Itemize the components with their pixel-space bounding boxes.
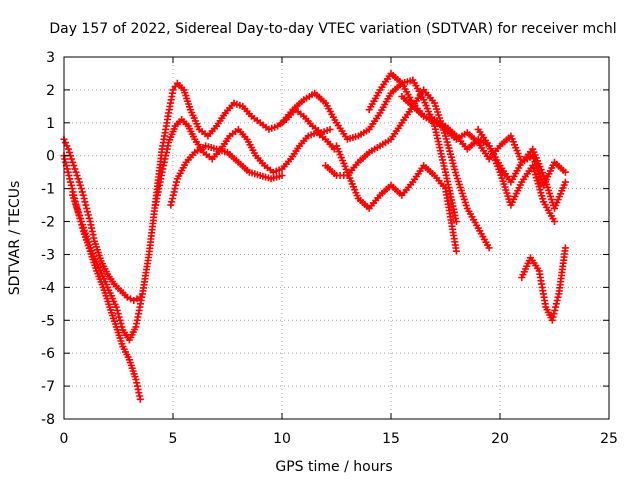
data-point — [549, 313, 557, 321]
x-axis-label: GPS time / hours — [275, 459, 392, 475]
data-point — [69, 158, 77, 166]
series-arc-3 — [69, 79, 334, 344]
y-axis-label: SDTVAR / TECUs — [7, 181, 23, 296]
data-point — [62, 158, 70, 166]
data-point — [64, 145, 72, 153]
data-point — [74, 175, 82, 183]
y-tick-label: -8 — [41, 412, 55, 428]
data-point — [561, 168, 569, 176]
series-trace-arc-4 — [154, 118, 335, 206]
data-point — [452, 247, 460, 255]
series-trace-arc-8 — [335, 145, 458, 252]
y-tick-label: -4 — [41, 280, 55, 296]
data-point — [561, 178, 569, 186]
data-point — [115, 313, 123, 321]
x-tick-label: 10 — [273, 431, 291, 447]
series-arc-11 — [474, 125, 558, 225]
data-point — [84, 211, 92, 219]
data-point — [173, 178, 180, 186]
data-point — [66, 148, 73, 156]
x-tick-labels: 0 5 10 15 20 25 — [60, 431, 618, 447]
data-point — [73, 172, 81, 179]
series-trace-arc-9 — [368, 72, 567, 211]
series-arc-2 — [60, 135, 144, 304]
data-point — [78, 188, 86, 196]
x-tick-label: 25 — [600, 431, 618, 447]
series-arc-12 — [518, 244, 569, 324]
data-point — [82, 201, 90, 209]
data-point — [71, 165, 79, 173]
data-point — [114, 310, 122, 318]
data-point — [85, 214, 93, 222]
data-point — [552, 303, 560, 311]
y-tick-label: -5 — [41, 313, 55, 329]
data-point — [554, 293, 562, 301]
data-point — [77, 185, 85, 193]
y-tick-label: 1 — [46, 116, 55, 132]
chart-title: Day 157 of 2022, Sidereal Day-to-day VTE… — [49, 21, 616, 37]
grid — [64, 57, 609, 419]
x-tick-label: 15 — [382, 431, 400, 447]
data-point — [81, 198, 89, 206]
data-point — [62, 139, 69, 147]
x-tick-label: 20 — [491, 431, 509, 447]
y-tick-label: -1 — [41, 182, 55, 198]
series-markers — [60, 70, 569, 403]
y-tick-label: -6 — [41, 346, 55, 362]
data-point — [68, 155, 76, 163]
y-tick-label: 2 — [46, 83, 55, 99]
data-point — [561, 244, 569, 252]
series-arc-10 — [398, 93, 569, 189]
data-point — [76, 181, 84, 189]
series-traces — [63, 72, 567, 400]
plot-frame — [63, 56, 610, 420]
data-point — [79, 191, 87, 199]
data-point — [485, 244, 493, 252]
y-tick-labels: -8 -7 -6 -5 -4 -3 -2 -1 0 1 2 3 — [41, 50, 55, 428]
x-tick-label: 5 — [169, 431, 178, 447]
y-tick-label: -2 — [41, 215, 55, 231]
x-tick-label: 0 — [60, 431, 69, 447]
data-point — [116, 316, 124, 324]
data-point — [63, 142, 71, 150]
data-point — [84, 208, 91, 216]
y-tick-label: 3 — [46, 50, 55, 66]
y-tick-label: 0 — [46, 149, 55, 165]
data-point — [67, 178, 74, 186]
series-arc-8 — [333, 142, 460, 255]
series-arc-5 — [167, 142, 286, 209]
series-arc-4 — [152, 116, 338, 209]
data-point — [117, 320, 125, 328]
axis-ticks — [63, 56, 610, 420]
y-tick-label: -7 — [41, 379, 55, 395]
data-point — [278, 172, 286, 179]
data-point — [113, 306, 121, 314]
data-point — [112, 303, 120, 311]
data-point — [551, 218, 558, 225]
data-point — [118, 323, 126, 331]
data-point — [136, 395, 144, 403]
data-point — [72, 168, 80, 176]
data-point — [326, 125, 334, 133]
data-point — [452, 218, 460, 225]
data-point — [75, 178, 83, 186]
y-tick-label: -3 — [41, 247, 55, 263]
series-arc-6 — [278, 76, 460, 225]
data-point — [168, 198, 176, 206]
data-point — [70, 162, 78, 170]
